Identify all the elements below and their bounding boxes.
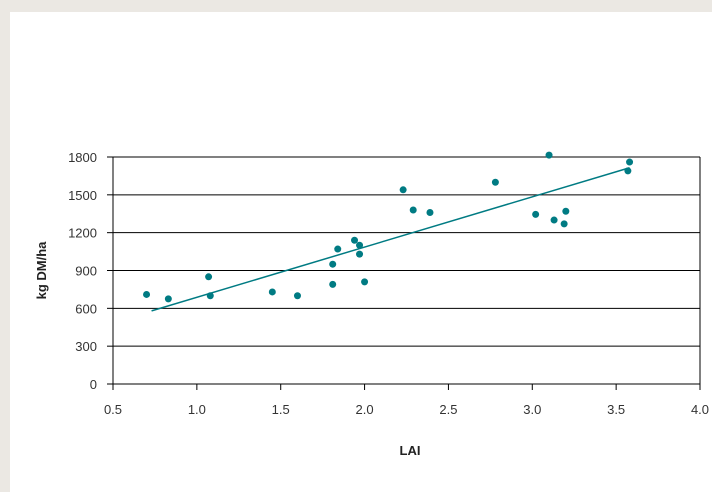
- data-point-11: [356, 250, 364, 258]
- data-point-21: [560, 220, 568, 228]
- data-point-12: [356, 241, 364, 249]
- x-tick-label-2.0: 2.0: [356, 402, 374, 417]
- y-tick-label-1500: 1500: [68, 188, 97, 203]
- x-tick-label-3.5: 3.5: [607, 402, 625, 417]
- data-point-23: [624, 167, 632, 175]
- y-tick-label-300: 300: [75, 339, 97, 354]
- trendline-layer: [151, 167, 630, 312]
- x-tick-label-0.5: 0.5: [104, 402, 122, 417]
- y-tick-label-0: 0: [90, 377, 97, 392]
- trendline: [151, 167, 630, 312]
- data-point-18: [532, 210, 540, 218]
- data-point-19: [545, 151, 553, 159]
- y-axis-title: kg DM/ha: [34, 241, 49, 300]
- data-point-20: [550, 216, 558, 224]
- y-tick-label-1200: 1200: [68, 226, 97, 241]
- data-point-24: [626, 158, 634, 166]
- y-tick-label-1800: 1800: [68, 150, 97, 165]
- x-tick-label-1.0: 1.0: [188, 402, 206, 417]
- data-point-1: [143, 290, 151, 298]
- tick-labels: 0 300 600 900 1200 1500 1800 0.5 1.0 1.5 2.0 2.5 3.0…: [68, 150, 709, 417]
- x-tick-label-1.5: 1.5: [272, 402, 290, 417]
- data-point-5: [268, 288, 276, 296]
- data-point-6: [293, 292, 301, 300]
- axes: [107, 156, 701, 390]
- data-point-22: [562, 207, 570, 215]
- data-point-17: [491, 178, 499, 186]
- y-tick-label-600: 600: [75, 301, 97, 316]
- data-point-2: [164, 295, 172, 303]
- data-point-7: [329, 280, 337, 288]
- data-point-16: [426, 208, 434, 216]
- grid-lines: [113, 156, 700, 347]
- y-tick-label-900: 900: [75, 264, 97, 279]
- data-point-9: [334, 245, 342, 253]
- x-tick-label-2.5: 2.5: [439, 402, 457, 417]
- data-point-15: [409, 206, 417, 214]
- data-point-3: [205, 273, 213, 281]
- scatter-chart: 0 300 600 900 1200 1500 1800 0.5 1.0 1.5 2.0 2.5 3.0…: [34, 150, 709, 458]
- chart-panel: 0 300 600 900 1200 1500 1800 0.5 1.0 1.5 2.0 2.5 3.0…: [10, 12, 712, 492]
- data-point-4: [206, 292, 214, 300]
- data-points: [143, 151, 634, 303]
- x-tick-label-4.0: 4.0: [691, 402, 709, 417]
- x-axis-title: LAI: [400, 443, 421, 458]
- data-point-14: [399, 186, 407, 194]
- data-point-8: [329, 260, 337, 268]
- x-tick-label-3.0: 3.0: [523, 402, 541, 417]
- data-point-10: [351, 236, 359, 244]
- data-point-13: [361, 278, 369, 286]
